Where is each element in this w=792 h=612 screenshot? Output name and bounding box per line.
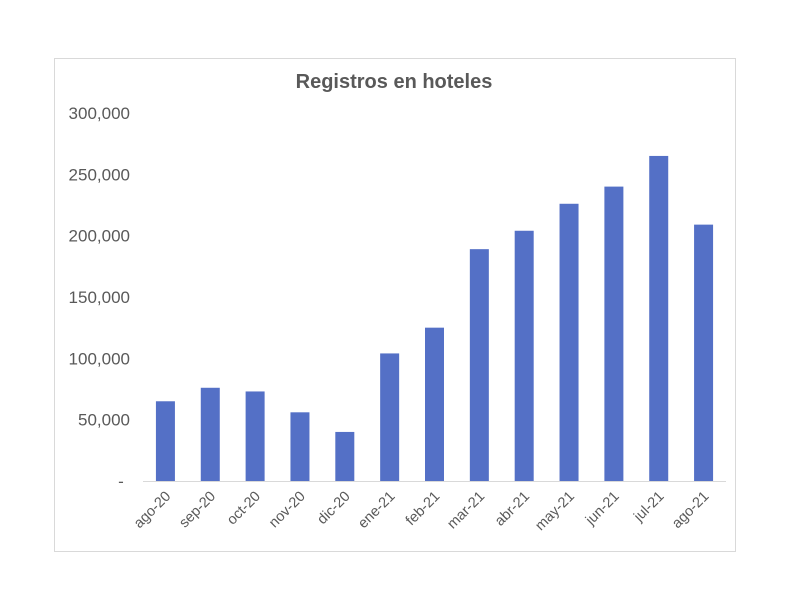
- bar: [559, 203, 579, 482]
- x-tick-label: ago-20: [131, 489, 174, 532]
- bar-series: [155, 155, 714, 482]
- bar: [649, 155, 669, 481]
- bar: [335, 431, 355, 481]
- x-tick-label: nov-20: [266, 489, 309, 532]
- x-tick-label: sep-20: [176, 489, 219, 532]
- x-tick-label: may-21: [532, 489, 578, 535]
- bar: [604, 186, 624, 481]
- bar: [290, 412, 310, 481]
- x-tick-label: feb-21: [403, 489, 443, 529]
- x-axis: ago-20 sep-20 oct-20 nov-20 dic-20 ene-21 feb-…: [131, 489, 712, 535]
- bar: [425, 327, 444, 481]
- bar: [380, 353, 400, 481]
- x-tick-label: oct-20: [224, 489, 264, 529]
- bar: [155, 401, 175, 481]
- bar: [694, 224, 714, 482]
- y-tick-label: 50,000: [78, 411, 130, 430]
- bar: [200, 387, 220, 481]
- x-tick-label: jul-21: [630, 489, 667, 526]
- x-tick-label: ene-21: [355, 489, 398, 532]
- y-axis: - 50,000 100,000 150,000 200,000 250,000 300,0…: [69, 104, 130, 491]
- x-tick-label: dic-20: [314, 489, 353, 528]
- bar: [469, 249, 489, 481]
- x-tick-label: abr-21: [492, 489, 533, 530]
- bar: [245, 391, 265, 481]
- y-tick-label: 200,000: [69, 227, 130, 246]
- chart-title: Registros en hoteles: [296, 71, 493, 93]
- bar: [514, 230, 534, 481]
- y-tick-label: 300,000: [69, 104, 130, 123]
- x-tick-label: jun-21: [582, 489, 623, 530]
- y-tick-label: -: [118, 472, 124, 491]
- x-tick-label: mar-21: [444, 489, 488, 533]
- y-tick-label: 150,000: [69, 288, 130, 307]
- y-tick-label: 100,000: [69, 349, 130, 368]
- x-tick-label: ago-21: [669, 489, 712, 532]
- y-tick-label: 250,000: [69, 165, 130, 184]
